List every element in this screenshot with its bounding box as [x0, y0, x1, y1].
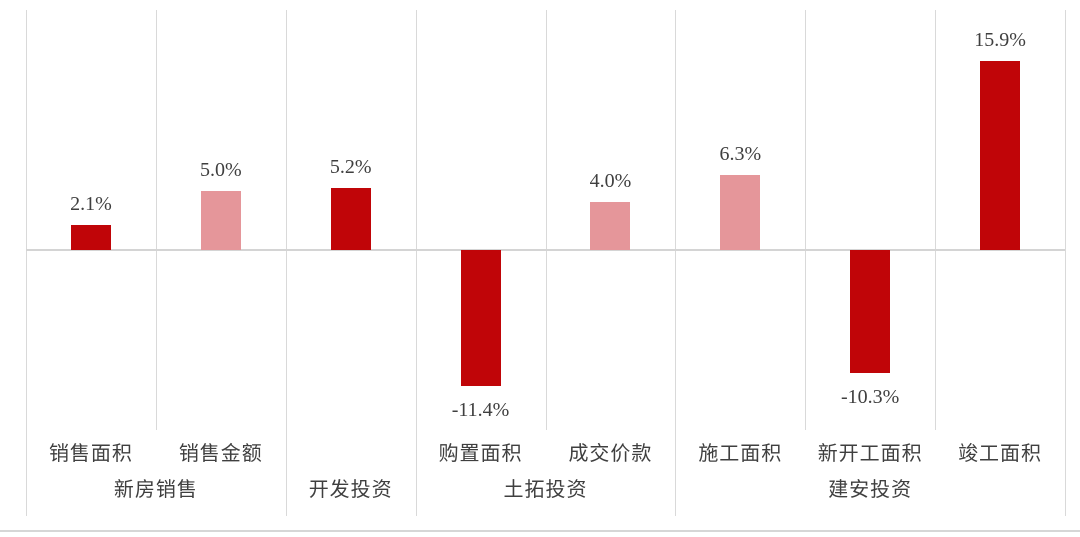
category-separator-line [805, 10, 807, 430]
bar-成交价款 [590, 202, 631, 250]
bar-开发投资 [330, 188, 371, 250]
group-label: 建安投资 [828, 479, 913, 501]
bar-value-label: 6.3% [719, 143, 762, 166]
group-separator-line [675, 10, 677, 516]
group-separator-line [415, 10, 417, 516]
group-separator-line [1065, 10, 1066, 516]
group-separator-line [285, 10, 287, 516]
bar-施工面积 [720, 175, 761, 250]
bar-新开工面积 [850, 250, 891, 373]
category-label: 竣工面积 [958, 443, 1043, 465]
bar-销售面积 [70, 225, 111, 250]
category-label: 销售金额 [178, 443, 263, 465]
category-label: 购置面积 [438, 443, 523, 465]
zero-axis-line [26, 249, 1065, 251]
bar-value-label: 5.0% [199, 158, 242, 181]
bar-value-label: 15.9% [974, 28, 1026, 51]
bar-value-label: 5.2% [329, 156, 372, 179]
bar-value-label: 2.1% [70, 193, 112, 215]
category-separator-line [155, 10, 157, 430]
category-label: 销售面积 [48, 443, 133, 465]
category-label: 新开工面积 [817, 443, 923, 465]
bar-value-label: 4.0% [589, 170, 632, 193]
bar-销售金额 [200, 190, 241, 250]
category-label: 施工面积 [698, 443, 783, 465]
bar-value-label: -10.3% [841, 385, 900, 408]
bar-value-label: -11.4% [451, 398, 510, 421]
bar-购置面积 [460, 250, 501, 386]
bottom-border-line [0, 530, 1080, 532]
group-label: 新房销售 [113, 479, 198, 501]
group-label: 土拓投资 [503, 479, 588, 501]
bar-竣工面积 [980, 60, 1021, 250]
group-label: 开发投资 [308, 479, 393, 501]
category-label: 成交价款 [568, 443, 653, 465]
category-separator-line [935, 10, 937, 430]
group-separator-line [26, 10, 27, 516]
category-separator-line [545, 10, 547, 430]
